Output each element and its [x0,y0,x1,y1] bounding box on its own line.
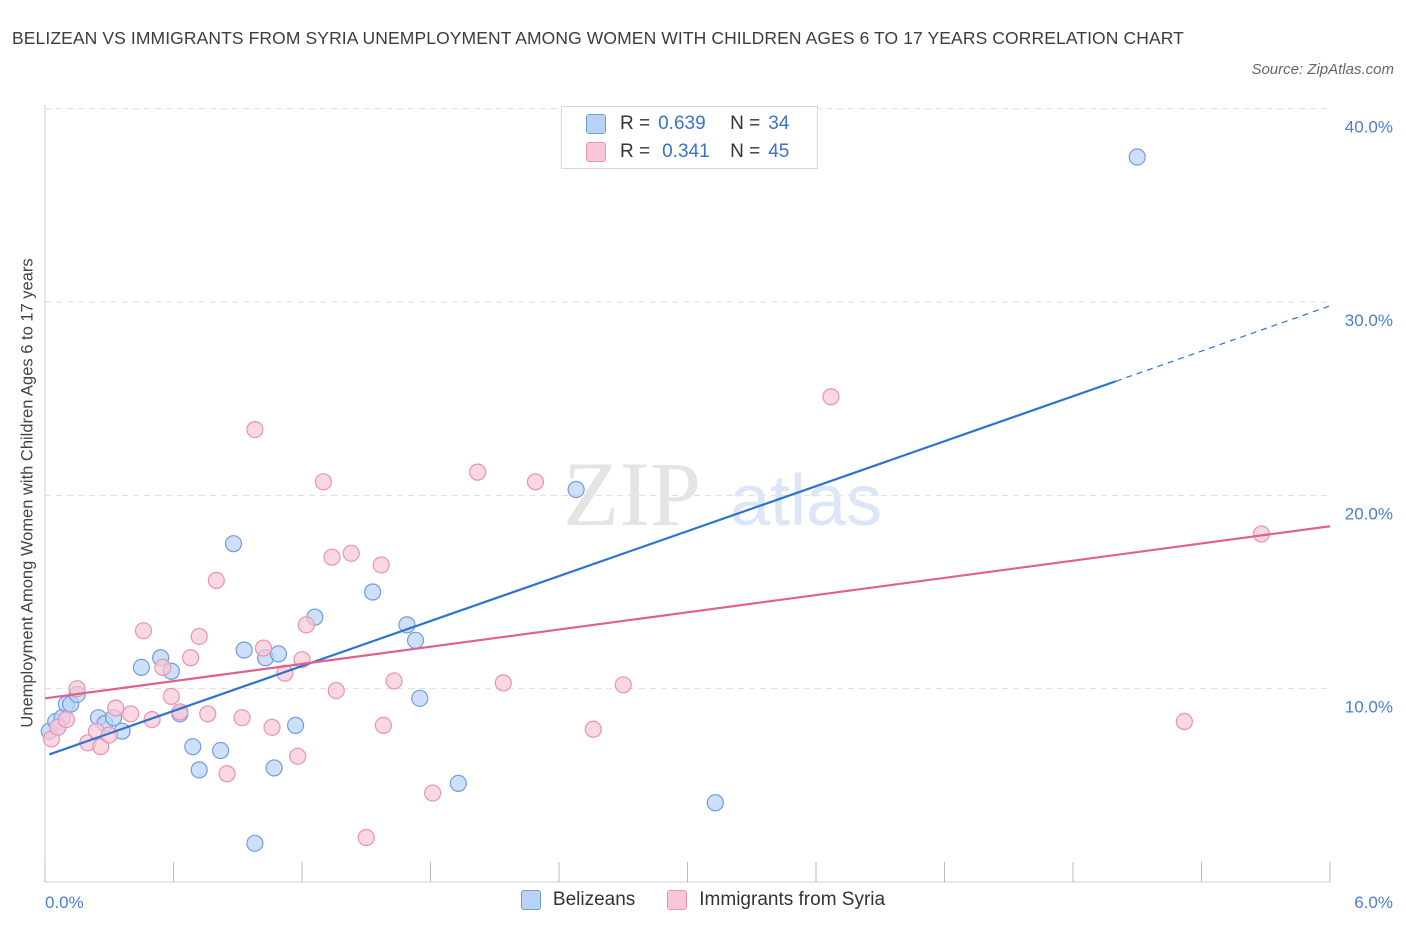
syria-point [1175,712,1193,731]
syria-point [289,747,307,765]
belizeans-point [411,689,429,707]
syria-point [494,674,512,692]
stats-legend-row-syria: R = 0.341 N = 45 [586,139,789,165]
belizeans-trend-extension [1115,305,1331,382]
y-tick-label: 30.0% [1345,311,1393,330]
belizeans-swatch [586,114,606,134]
points-layer [40,148,1271,852]
syria-point [327,681,345,700]
syria-point [424,784,442,802]
belizeans-point [212,741,230,760]
belizeans-swatch [520,890,541,910]
belizeans-point [224,535,243,553]
syria-point [614,676,632,694]
syria-point [374,716,392,735]
watermark-zip: ZIP [563,443,701,545]
syria-point [199,705,217,723]
syria-trend-line [44,525,1331,700]
y-tick-label: 40.0% [1345,118,1393,137]
syria-point [469,463,487,481]
syria-point [162,687,180,706]
syria-point [92,738,110,756]
belizeans-point [706,794,724,812]
stats-legend: R = 0.639 N = 34 R = 0.341 N = 45 [561,106,818,169]
y-tick-label: 10.0% [1345,698,1393,717]
syria-point [218,765,236,783]
r-label: R = [620,141,651,162]
syria-point [342,544,360,562]
syria-point [372,556,390,574]
syria-point [182,649,200,667]
belizeans-point [235,641,253,659]
belizeans-point [1128,148,1146,166]
belizeans-point [449,774,467,793]
n-value: 45 [768,141,790,162]
syria-point [822,388,840,406]
tick-label-layer: 10.0% 20.0% 30.0% 40.0% 0.0% 6.0% [45,118,1393,912]
legend-label: Belizeans [552,889,636,910]
legend-label: Immigrants from Syria [699,889,886,910]
syria-point [254,639,273,657]
belizeans-point [132,658,150,677]
watermark-atlas: atlas [730,461,882,541]
y-tick-label: 20.0% [1345,504,1393,523]
syria-point [263,718,281,736]
chart-title: BELIZEAN VS IMMIGRANTS FROM SYRIA UNEMPL… [12,28,1184,48]
stats-legend-row-belizeans: R = 0.639 N = 34 [586,111,789,137]
series-legend: Belizeans Immigrants from Syria [0,889,1406,911]
axis-layer [44,105,1331,883]
belizeans-point [190,761,208,779]
syria-point [246,421,264,439]
syria-point [314,473,333,491]
syria-point [357,828,375,847]
syria-point [526,473,545,491]
trend-layer [44,305,1331,756]
syria-swatch [586,142,606,162]
syria-point [385,672,403,690]
legend-item-belizeans[interactable]: Belizeans [520,889,636,911]
grid-layer [45,108,1330,690]
n-label: N = [730,141,761,162]
belizeans-point [184,738,202,756]
n-value: 34 [768,113,790,134]
syria-point [233,709,251,727]
legend-item-syria[interactable]: Immigrants from Syria [667,889,885,911]
belizeans-point [286,716,305,735]
syria-point [190,627,208,646]
syria-point [122,705,140,723]
belizeans-point [265,759,283,777]
x-tick-label: 6.0% [1354,893,1393,912]
belizeans-point [567,480,585,499]
syria-point [323,548,341,566]
source-label: Source: ZipAtlas.com [1251,61,1394,78]
syria-point [154,658,172,677]
watermark: ZIP atlas [563,443,882,545]
syria-point [57,710,76,729]
syria-point [297,616,315,634]
belizeans-point [269,645,288,663]
r-value: 0.341 [662,141,710,162]
r-value: 0.639 [658,113,706,134]
syria-point [107,699,125,717]
syria-point [134,622,153,640]
belizeans-point [246,834,264,852]
syria-point [584,720,602,738]
belizeans-trend-line [48,380,1117,756]
belizeans-point [364,583,382,601]
syria-point [207,571,225,590]
n-label: N = [730,113,761,134]
syria-swatch [667,890,688,910]
r-label: R = [620,113,651,134]
x-tick-label: 0.0% [45,893,84,912]
belizeans-point [406,631,425,649]
